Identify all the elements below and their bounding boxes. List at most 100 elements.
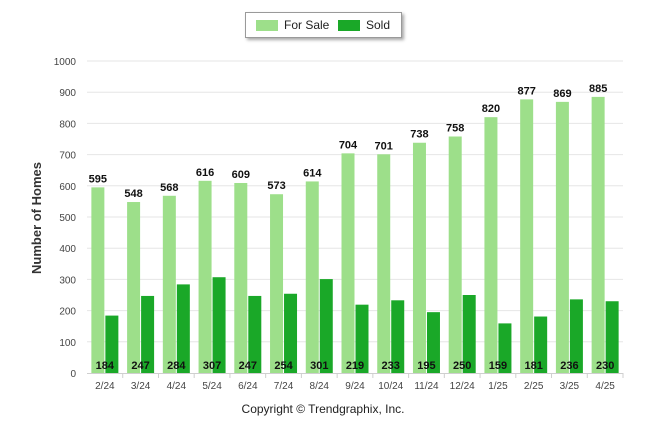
data-label-sold: 184 (96, 360, 115, 372)
bar-for-sale (520, 99, 534, 373)
bar-sold (105, 315, 119, 373)
legend-swatch-sold (338, 19, 360, 31)
x-tick-label: 1/25 (488, 381, 508, 392)
x-tick-label: 2/25 (524, 381, 544, 392)
bar-sold (391, 300, 405, 373)
y-tick-label: 100 (59, 338, 76, 349)
bar-for-sale (234, 182, 248, 373)
data-label-sold: 236 (560, 360, 578, 372)
data-label-for-sale: 595 (89, 173, 107, 185)
data-label-sold: 247 (131, 360, 149, 372)
bar-sold (426, 312, 440, 373)
bar-for-sale (377, 154, 391, 373)
bar-sold (605, 301, 619, 373)
data-label-sold: 254 (274, 360, 293, 372)
bars (91, 96, 619, 373)
legend: For Sale Sold (245, 12, 402, 38)
data-label-for-sale: 820 (482, 103, 500, 115)
data-label-sold: 195 (417, 360, 435, 372)
bar-for-sale (162, 195, 176, 373)
y-axis-title: Number of Homes (29, 162, 44, 274)
bar-sold (462, 295, 476, 373)
bar-sold (355, 304, 369, 373)
legend-swatch-for-sale (256, 19, 278, 31)
data-label-sold: 307 (203, 360, 221, 372)
x-tick-label: 7/24 (274, 381, 294, 392)
x-tick-label: 4/25 (595, 381, 615, 392)
x-tick-label: 8/24 (310, 381, 330, 392)
data-label-sold: 301 (310, 360, 328, 372)
y-tick-label: 600 (59, 182, 76, 193)
bar-for-sale (555, 101, 569, 373)
data-label-for-sale: 704 (339, 139, 358, 151)
x-tick-label: 2/24 (95, 381, 115, 392)
bar-sold (569, 299, 583, 373)
y-tick-label: 0 (70, 369, 76, 380)
y-axis: 0 100 200 300 400 500 600 700 800 900 1000 (54, 57, 77, 380)
data-label-for-sale: 609 (232, 169, 250, 181)
y-tick-label: 700 (59, 151, 76, 162)
legend-label-sold: Sold (366, 18, 391, 32)
y-tick-label: 900 (59, 88, 76, 99)
bar-for-sale (127, 202, 141, 373)
y-tick-label: 200 (59, 307, 76, 318)
data-label-for-sale: 869 (553, 88, 571, 100)
data-label-sold: 247 (239, 360, 257, 372)
x-tick-label: 9/24 (345, 381, 365, 392)
x-tick-label: 4/24 (167, 381, 187, 392)
data-label-for-sale: 738 (410, 129, 428, 141)
bar-for-sale (91, 187, 105, 373)
data-label-for-sale: 877 (517, 85, 535, 97)
x-axis: 2/24 3/24 4/24 5/24 6/24 7/24 8/24 9/24 10/24 11/… (87, 373, 624, 392)
legend-item-for-sale[interactable]: For Sale (256, 18, 329, 32)
bar-sold (534, 316, 548, 373)
bar-sold (176, 284, 190, 373)
data-label-sold: 233 (382, 360, 400, 372)
bar-sold (212, 277, 226, 373)
y-tick-label: 400 (59, 244, 76, 255)
bar-for-sale (484, 117, 498, 373)
x-tick-label: 3/25 (560, 381, 580, 392)
data-label-for-sale: 701 (375, 140, 393, 152)
data-label-for-sale: 614 (303, 167, 322, 179)
data-label-for-sale: 573 (267, 180, 285, 192)
y-tick-label: 500 (59, 213, 76, 224)
data-label-for-sale: 885 (589, 83, 607, 95)
data-label-sold: 219 (346, 360, 364, 372)
bar-sold (248, 295, 262, 373)
gridlines (87, 60, 623, 343)
x-tick-label: 5/24 (202, 381, 222, 392)
data-label-for-sale: 548 (124, 188, 142, 200)
bar-sold (319, 279, 333, 373)
data-label-sold: 284 (167, 360, 186, 372)
bar-for-sale (198, 180, 212, 373)
data-labels: 595 184 548 247 568 284 616 307 609 247 573 254 614 3… (89, 83, 615, 372)
x-tick-label: 3/24 (131, 381, 151, 392)
bar-sold (141, 295, 155, 373)
x-tick-label: 6/24 (238, 381, 258, 392)
data-label-sold: 159 (489, 360, 507, 372)
copyright-text: Copyright © Trendgraphix, Inc. (241, 402, 405, 416)
x-tick-label: 10/24 (378, 381, 403, 392)
y-tick-label: 300 (59, 275, 76, 286)
data-label-sold: 250 (453, 360, 471, 372)
legend-label-for-sale: For Sale (284, 18, 330, 32)
data-label-for-sale: 616 (196, 167, 214, 179)
bar-for-sale (270, 194, 284, 373)
bar-for-sale (448, 136, 462, 373)
x-tick-label: 12/24 (450, 381, 475, 392)
data-label-for-sale: 568 (160, 182, 178, 194)
data-label-sold: 181 (524, 360, 542, 372)
y-tick-label: 1000 (54, 57, 77, 68)
x-tick-label: 11/24 (414, 381, 439, 392)
bar-for-sale (341, 153, 355, 373)
bar-for-sale (591, 96, 605, 373)
bar-sold (498, 323, 512, 373)
y-tick-label: 800 (59, 119, 76, 130)
bar-sold (284, 293, 298, 373)
bar-for-sale (412, 142, 426, 373)
data-label-sold: 230 (596, 360, 614, 372)
legend-item-sold[interactable]: Sold (338, 18, 390, 32)
bar-for-sale (305, 181, 319, 373)
